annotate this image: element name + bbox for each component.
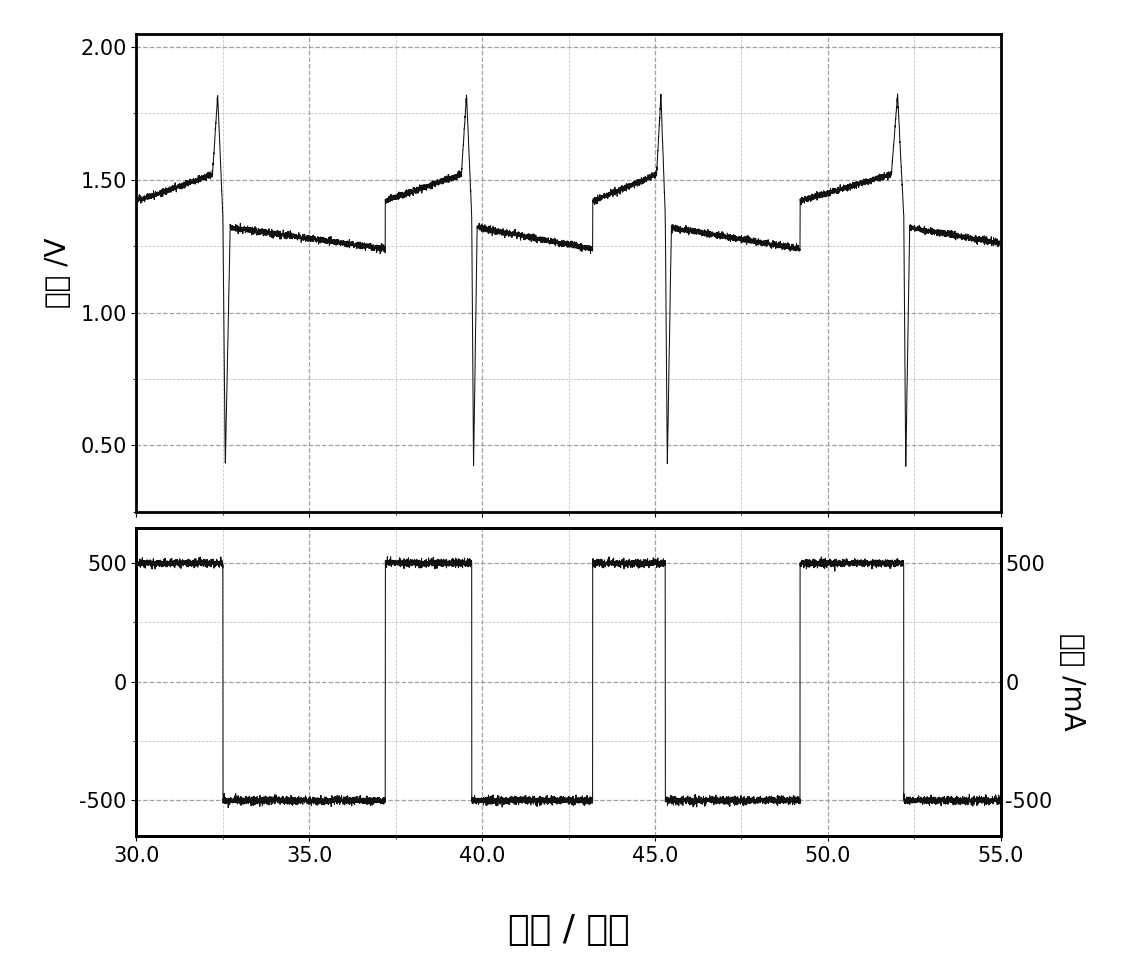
- Text: 时间 / 分钟: 时间 / 分钟: [508, 913, 629, 947]
- Y-axis label: 电压 /V: 电压 /V: [44, 237, 72, 308]
- Y-axis label: 电流 /mA: 电流 /mA: [1059, 633, 1086, 730]
